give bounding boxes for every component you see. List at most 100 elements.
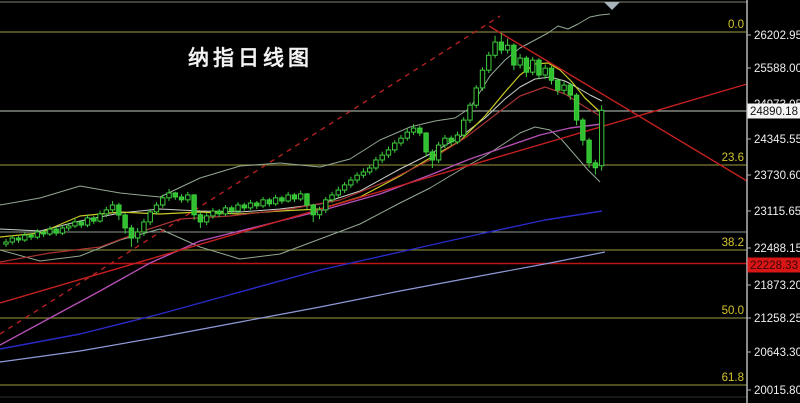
candle-body — [297, 193, 304, 200]
candle-body — [266, 199, 273, 205]
candle-body — [360, 171, 367, 176]
candle-body — [580, 119, 586, 141]
ma-magenta — [0, 123, 603, 346]
candle-body — [53, 228, 59, 234]
candle-body — [529, 59, 536, 73]
candle-body — [555, 79, 561, 91]
candle-body — [486, 54, 492, 71]
candle-body — [404, 131, 410, 139]
candle-body — [511, 44, 517, 66]
candle-body — [78, 221, 84, 226]
candle-body — [316, 209, 323, 216]
candle-body — [354, 174, 360, 181]
candle-body — [172, 192, 178, 198]
alert-price-box — [747, 257, 800, 273]
candle-body — [22, 234, 28, 241]
axis-tick-label: 20643.30 — [754, 347, 800, 359]
axis-tick-label: 23730.60 — [754, 170, 800, 182]
candle-body — [586, 139, 592, 164]
candle-body — [185, 194, 191, 201]
candle-body — [492, 41, 498, 56]
fib-label-38.2: 38.2 — [722, 237, 744, 249]
candle-body — [392, 142, 398, 151]
candle-body — [454, 134, 461, 143]
current-price-box — [747, 103, 800, 119]
candle-body — [291, 194, 298, 200]
candle-body — [3, 241, 9, 245]
candle-body — [410, 127, 417, 133]
candle-body — [28, 234, 34, 238]
fib-label-61.8: 61.8 — [722, 372, 744, 384]
candle-body — [398, 137, 404, 144]
candle-body — [448, 137, 454, 143]
candle-body — [310, 204, 316, 216]
candle-body — [66, 225, 72, 229]
fib-label-50.0: 50.0 — [722, 305, 744, 317]
current-price-label: 24890.18 — [750, 106, 798, 118]
candle-body — [15, 237, 22, 241]
price-axis-strip — [748, 0, 800, 403]
axis-tick-label: 25588.00 — [754, 63, 800, 75]
candle-body — [592, 162, 599, 169]
candle-body — [128, 227, 135, 239]
axis-tick-label: 26202.95 — [754, 30, 800, 42]
candle-body — [141, 221, 147, 233]
ma-lavender — [0, 251, 606, 363]
candle-body — [548, 67, 555, 81]
candle-body — [598, 109, 605, 167]
candle-body — [379, 154, 385, 161]
candle-body — [210, 210, 216, 217]
candle-body — [222, 207, 229, 215]
chart-title: 纳指日线图 — [188, 46, 313, 70]
candle-body — [203, 215, 210, 223]
candle-body — [385, 149, 392, 156]
candle-body — [435, 144, 442, 161]
candle-body — [235, 204, 241, 212]
candle-body — [247, 202, 254, 209]
candle-body — [166, 192, 172, 199]
candle-body — [573, 94, 580, 121]
axis-tick-label: 20015.80 — [754, 385, 800, 397]
candle-body — [272, 197, 279, 205]
candle-body — [329, 194, 335, 201]
candle-body — [567, 84, 573, 96]
candle-body — [304, 193, 310, 206]
ma-blue — [0, 210, 603, 350]
candle-body — [285, 194, 291, 202]
candle-body — [517, 57, 523, 66]
fib-label-23.6: 23.6 — [722, 152, 744, 164]
candle-body — [9, 237, 15, 243]
ma-red — [0, 86, 603, 263]
candle-body — [561, 84, 567, 91]
candle-body — [523, 57, 530, 73]
candle-body — [160, 197, 166, 206]
downtrend — [488, 25, 748, 182]
candle-body — [109, 204, 116, 211]
candle-body — [47, 228, 53, 235]
candle-body — [417, 127, 423, 134]
fib-label-0.0: 0.0 — [728, 19, 744, 31]
candle-body — [191, 194, 197, 216]
candle-body — [366, 167, 373, 173]
candle-body — [59, 227, 66, 234]
candle-body — [97, 213, 103, 222]
candle-body — [229, 207, 235, 212]
candle-body — [216, 210, 222, 215]
alert-price-label: 22228.33 — [750, 260, 798, 272]
candle-body — [178, 196, 185, 201]
candle-body — [122, 214, 128, 229]
candle-body — [542, 67, 548, 76]
candle-body — [335, 189, 342, 196]
candle-body — [504, 44, 511, 51]
candle-body — [323, 199, 329, 211]
candle-body — [498, 41, 505, 51]
candle-body — [103, 209, 110, 215]
candle-body — [153, 204, 160, 213]
candle-body — [373, 159, 379, 169]
candle-body — [279, 197, 285, 202]
candle-body — [84, 217, 91, 226]
axis-tick-label: 23115.65 — [754, 206, 800, 218]
